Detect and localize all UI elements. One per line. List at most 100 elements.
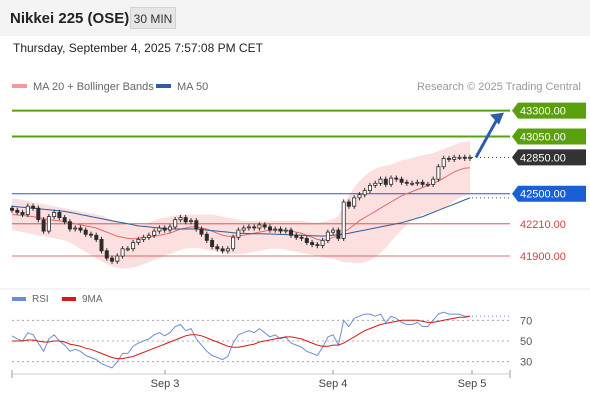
candle (310, 242, 315, 245)
x-tick-label: Sep 3 (151, 378, 180, 390)
legend-label: 9MA (82, 294, 103, 305)
projection-arrow (474, 116, 500, 159)
candle (341, 201, 346, 239)
candle (420, 181, 425, 185)
candle (83, 229, 88, 235)
x-tick-label: Sep 4 (319, 378, 348, 390)
candle (110, 257, 115, 262)
x-tick-label: Sep 5 (458, 378, 487, 390)
candle (383, 178, 388, 185)
candle (446, 157, 451, 160)
legend-swatch-ma20 (12, 84, 27, 88)
candle (73, 227, 78, 230)
candle (252, 226, 257, 229)
rsi-ma-line (12, 315, 471, 360)
candle (399, 178, 404, 183)
candle (157, 227, 162, 232)
candle (125, 248, 130, 251)
candle (288, 229, 293, 236)
candle (46, 216, 51, 232)
interval-selector[interactable]: 30 MIN (130, 7, 176, 29)
candle (136, 238, 141, 243)
candle (320, 239, 325, 246)
candle (115, 255, 120, 262)
candle (267, 226, 272, 231)
candle (467, 156, 472, 159)
price-tag-label: 43050.00 (520, 132, 566, 144)
candle (146, 234, 151, 238)
candle (410, 182, 415, 185)
candle (236, 229, 241, 238)
candle (31, 205, 36, 209)
candle (36, 207, 41, 220)
candle (404, 181, 409, 184)
candle (273, 228, 278, 231)
price-tag (512, 128, 586, 145)
price-tag-label: 42850.00 (520, 152, 566, 164)
candle (41, 219, 46, 232)
support-label: 42210.00 (520, 219, 566, 231)
credit-text: Research © 2025 Trading Central (417, 81, 581, 93)
candle (173, 219, 178, 228)
ma50-line (11, 197, 471, 237)
candle (210, 239, 215, 247)
price-tag (512, 149, 586, 166)
candle (188, 220, 193, 223)
candle (367, 184, 372, 191)
candle (346, 201, 351, 207)
candle (225, 248, 230, 252)
legend-swatch-ma50 (156, 84, 171, 88)
legend-swatch-rsi (12, 297, 26, 301)
support-label: 41900.00 (520, 251, 566, 263)
candle (67, 221, 72, 230)
candle (62, 217, 67, 223)
price-tag (512, 185, 586, 202)
candle (362, 190, 367, 196)
candle (183, 217, 188, 223)
candle (199, 228, 204, 235)
price-tag-label: 42500.00 (520, 189, 566, 201)
rsi-line (11, 311, 470, 369)
candle (257, 224, 262, 229)
candle (99, 238, 104, 252)
candle (441, 157, 446, 168)
candle (78, 227, 83, 231)
candle (178, 217, 183, 221)
legend-label: MA 20 + Bollinger Bands (33, 81, 154, 93)
ma20-line (11, 167, 471, 241)
candle (357, 194, 362, 199)
legend-swatch-rsi-ma (62, 297, 76, 301)
candle (246, 226, 251, 229)
instrument-title: Nikkei 225 (OSE) (10, 10, 130, 27)
candle (89, 233, 94, 236)
candle (378, 178, 383, 184)
candle (131, 242, 136, 250)
candle (462, 156, 467, 159)
candle (336, 229, 341, 239)
candle (394, 177, 399, 180)
candle (315, 244, 320, 247)
candle (20, 211, 25, 215)
candle (204, 233, 209, 241)
candle (220, 248, 225, 252)
candle (325, 231, 330, 241)
candle (425, 183, 430, 186)
candle (294, 234, 299, 238)
timestamp: Thursday, September 4, 2025 7:57:08 PM C… (13, 41, 263, 55)
rsi-tick-label: 30 (520, 357, 532, 369)
candle (241, 227, 246, 231)
rsi-tick-label: 50 (520, 336, 532, 348)
candle (215, 246, 220, 250)
candle (436, 166, 441, 180)
candle (331, 229, 336, 233)
candle (352, 197, 357, 207)
candle (262, 224, 267, 228)
candle (104, 250, 109, 259)
candle (231, 236, 236, 250)
candle (373, 182, 378, 186)
candle (94, 234, 99, 240)
candle (431, 178, 436, 185)
candle (162, 227, 167, 231)
candle (25, 205, 30, 215)
